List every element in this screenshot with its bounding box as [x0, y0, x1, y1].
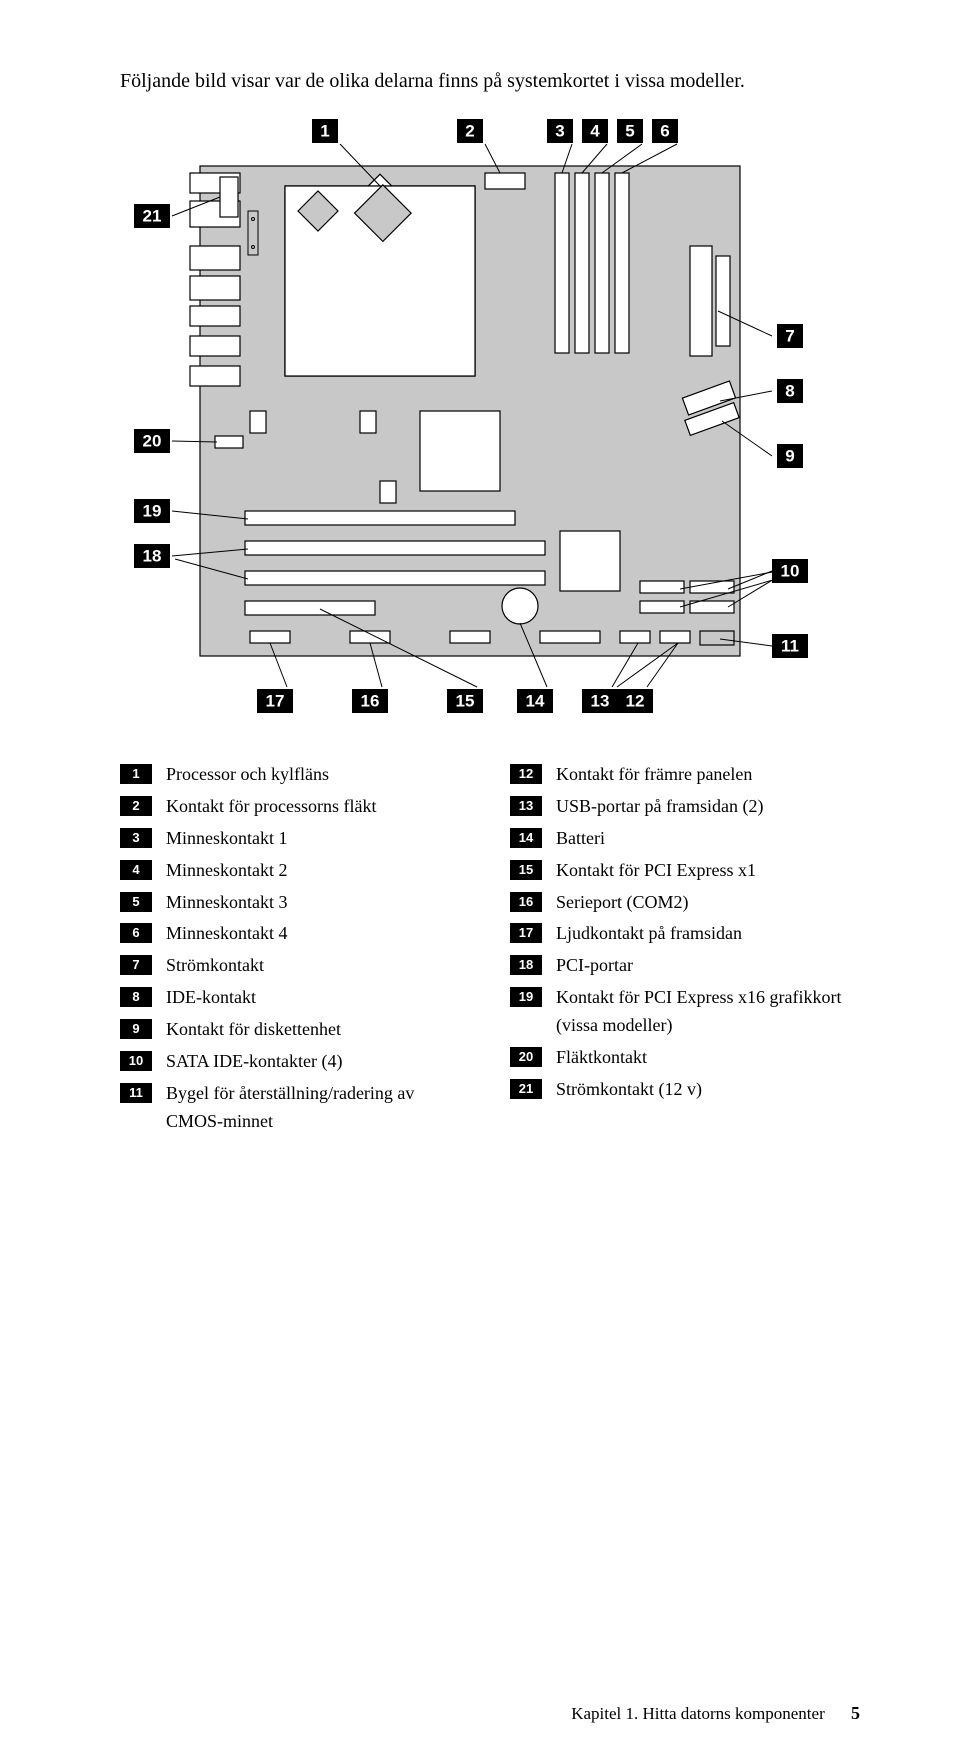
legend-label: SATA IDE-kontakter (4) [166, 1048, 470, 1076]
svg-text:19: 19 [143, 502, 162, 521]
svg-text:17: 17 [266, 692, 285, 711]
legend-label: USB-portar på framsidan (2) [556, 793, 860, 821]
legend-row: 13 USB-portar på framsidan (2) [510, 793, 860, 821]
legend-label: Minneskontakt 3 [166, 889, 470, 917]
legend-label: Ljudkontakt på framsidan [556, 920, 860, 948]
svg-text:16: 16 [361, 692, 380, 711]
legend-col-right: 12 Kontakt för främre panelen 13 USB-portar… [510, 761, 860, 1140]
svg-text:2: 2 [465, 122, 474, 141]
legend-row: 15 Kontakt för PCI Express x1 [510, 857, 860, 885]
footer-page-number: 5 [851, 1703, 860, 1723]
legend-label: IDE-kontakt [166, 984, 470, 1012]
legend-col-left: 1 Processor och kylfläns 2 Kontakt för proc… [120, 761, 470, 1140]
legend-label: Strömkontakt [166, 952, 470, 980]
svg-text:5: 5 [625, 122, 634, 141]
legend-label: Bygel för återställning/radering av CMOS… [166, 1080, 470, 1136]
legend-label: Fläktkontakt [556, 1044, 860, 1072]
legend-row: 4 Minneskontakt 2 [120, 857, 470, 885]
motherboard-diagram: 1 2 3 4 5 6 7 8 9 10 11 12 13 14 15 16 1… [120, 111, 840, 731]
legend-row: 6 Minneskontakt 4 [120, 920, 470, 948]
legend-row: 19 Kontakt för PCI Express x16 grafikkort… [510, 984, 860, 1040]
svg-text:4: 4 [590, 122, 600, 141]
legend-number-badge: 21 [510, 1079, 542, 1099]
legend-row: 8 IDE-kontakt [120, 984, 470, 1012]
svg-text:10: 10 [781, 562, 800, 581]
legend-row: 20 Fläktkontakt [510, 1044, 860, 1072]
legend-number-badge: 15 [510, 860, 542, 880]
legend-table: 1 Processor och kylfläns 2 Kontakt för proc… [120, 761, 860, 1140]
legend-row: 11 Bygel för återställning/radering av CM… [120, 1080, 470, 1136]
legend-row: 17 Ljudkontakt på framsidan [510, 920, 860, 948]
svg-text:12: 12 [626, 692, 645, 711]
intro-text: Följande bild visar var de olika delarna… [120, 70, 860, 93]
svg-text:3: 3 [555, 122, 564, 141]
svg-text:15: 15 [456, 692, 475, 711]
svg-text:13: 13 [591, 692, 610, 711]
svg-text:6: 6 [660, 122, 669, 141]
legend-row: 1 Processor och kylfläns [120, 761, 470, 789]
legend-label: Kontakt för PCI Express x16 grafikkort (… [556, 984, 860, 1040]
svg-text:1: 1 [320, 122, 329, 141]
legend-number-badge: 7 [120, 955, 152, 975]
legend-label: Kontakt för processorns fläkt [166, 793, 470, 821]
legend-label: Minneskontakt 2 [166, 857, 470, 885]
legend-number-badge: 5 [120, 892, 152, 912]
legend-label: Serieport (COM2) [556, 889, 860, 917]
svg-text:9: 9 [785, 447, 794, 466]
legend-row: 16 Serieport (COM2) [510, 889, 860, 917]
legend-number-badge: 4 [120, 860, 152, 880]
legend-row: 3 Minneskontakt 1 [120, 825, 470, 853]
svg-text:14: 14 [526, 692, 545, 711]
legend-row: 21 Strömkontakt (12 v) [510, 1076, 860, 1104]
legend-label: Strömkontakt (12 v) [556, 1076, 860, 1104]
legend-row: 18 PCI-portar [510, 952, 860, 980]
legend-label: Minneskontakt 4 [166, 920, 470, 948]
legend-row: 7 Strömkontakt [120, 952, 470, 980]
svg-text:8: 8 [785, 382, 794, 401]
legend-number-badge: 20 [510, 1047, 542, 1067]
legend-label: Minneskontakt 1 [166, 825, 470, 853]
footer-chapter: Kapitel 1. Hitta datorns komponenter [571, 1704, 825, 1723]
legend-label: Kontakt för diskettenhet [166, 1016, 470, 1044]
legend-number-badge: 13 [510, 796, 542, 816]
svg-text:11: 11 [781, 637, 799, 656]
svg-text:20: 20 [143, 432, 162, 451]
svg-text:18: 18 [143, 547, 162, 566]
legend-number-badge: 2 [120, 796, 152, 816]
legend-number-badge: 3 [120, 828, 152, 848]
legend-row: 14 Batteri [510, 825, 860, 853]
legend-row: 2 Kontakt för processorns fläkt [120, 793, 470, 821]
legend-label: PCI-portar [556, 952, 860, 980]
legend-label: Kontakt för främre panelen [556, 761, 860, 789]
legend-number-badge: 18 [510, 955, 542, 975]
legend-number-badge: 8 [120, 987, 152, 1007]
legend-number-badge: 14 [510, 828, 542, 848]
svg-text:21: 21 [143, 207, 162, 226]
legend-label: Kontakt för PCI Express x1 [556, 857, 860, 885]
page-footer: Kapitel 1. Hitta datorns komponenter 5 [571, 1703, 860, 1724]
legend-number-badge: 12 [510, 764, 542, 784]
legend-row: 12 Kontakt för främre panelen [510, 761, 860, 789]
legend-label: Batteri [556, 825, 860, 853]
legend-row: 5 Minneskontakt 3 [120, 889, 470, 917]
legend-number-badge: 10 [120, 1051, 152, 1071]
legend-number-badge: 1 [120, 764, 152, 784]
legend-number-badge: 11 [120, 1083, 152, 1103]
legend-number-badge: 19 [510, 987, 542, 1007]
legend-number-badge: 9 [120, 1019, 152, 1039]
legend-row: 10 SATA IDE-kontakter (4) [120, 1048, 470, 1076]
legend-number-badge: 16 [510, 892, 542, 912]
legend-number-badge: 6 [120, 923, 152, 943]
legend-label: Processor och kylfläns [166, 761, 470, 789]
legend-row: 9 Kontakt för diskettenhet [120, 1016, 470, 1044]
legend-number-badge: 17 [510, 923, 542, 943]
svg-text:7: 7 [785, 327, 794, 346]
